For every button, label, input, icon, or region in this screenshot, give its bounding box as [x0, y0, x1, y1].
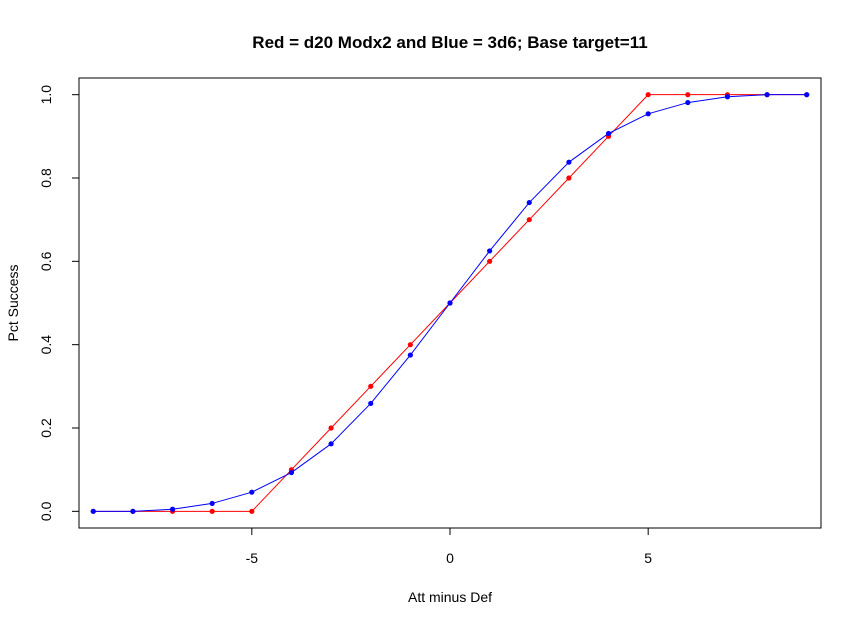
data-point [487, 248, 493, 254]
chart-title: Red = d20 Modx2 and Blue = 3d6; Base tar… [252, 33, 647, 52]
x-axis: -5 0 5 [246, 527, 652, 566]
data-point [249, 508, 255, 514]
y-tick-label: 0.8 [38, 168, 54, 188]
y-tick-label: 0.0 [38, 501, 54, 521]
data-point [328, 441, 334, 447]
series-layer [90, 92, 810, 514]
data-point [328, 425, 334, 431]
x-tick-label: -5 [246, 550, 259, 566]
data-point [685, 92, 691, 98]
x-axis-label: Att minus Def [408, 589, 492, 605]
data-point [130, 508, 136, 514]
data-point [645, 111, 651, 117]
y-axis: 0.0 0.2 0.4 0.6 0.8 1.0 [38, 85, 80, 521]
data-point [566, 159, 572, 165]
data-point [407, 342, 413, 348]
data-point [724, 94, 731, 100]
x-tick-label: 5 [644, 550, 652, 566]
data-point [804, 92, 810, 98]
data-point [407, 352, 413, 358]
data-point [209, 500, 215, 507]
data-point [526, 217, 532, 223]
data-point [605, 130, 612, 137]
x-tick-label: 0 [446, 550, 454, 566]
data-point [447, 300, 453, 306]
data-point [368, 383, 374, 389]
data-point [209, 508, 215, 514]
data-point [249, 489, 255, 495]
y-axis-label: Pct Success [5, 264, 21, 341]
data-point [526, 199, 532, 206]
data-point [90, 508, 96, 514]
data-point [764, 92, 770, 98]
data-point [566, 175, 572, 181]
data-point [368, 400, 374, 407]
y-tick-label: 0.4 [38, 335, 54, 355]
y-tick-label: 1.0 [38, 85, 54, 105]
data-point [288, 469, 295, 476]
y-tick-label: 0.2 [38, 418, 54, 438]
y-tick-label: 0.6 [38, 251, 54, 271]
data-point [487, 258, 493, 264]
data-point [685, 99, 691, 106]
data-point [169, 506, 176, 512]
data-point [645, 92, 651, 98]
series-2 [90, 92, 810, 514]
